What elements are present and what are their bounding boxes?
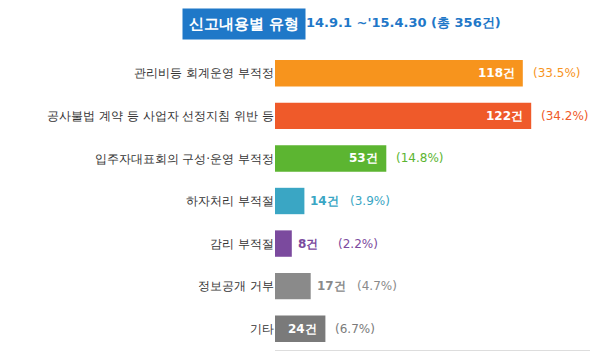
- svg-text:(4.7%): (4.7%): [357, 279, 397, 293]
- svg-text:'14.9.1 ~'15.4.30 (총 356건): '14.9.1 ~'15.4.30 (총 356건): [302, 15, 501, 30]
- svg-text:(34.2%): (34.2%): [541, 109, 588, 123]
- svg-text:관리비등 회계운영 부적정: 관리비등 회계운영 부적정: [134, 66, 274, 80]
- svg-text:8건: 8건: [298, 237, 318, 251]
- svg-text:53건: 53건: [349, 151, 378, 165]
- svg-text:122건: 122건: [486, 109, 523, 123]
- svg-text:공사불법 계약 등 사업자 선정지침 위반 등: 공사불법 계약 등 사업자 선정지침 위반 등: [47, 109, 274, 123]
- svg-text:신고내용별 유형: 신고내용별 유형: [189, 15, 299, 33]
- svg-text:24건: 24건: [288, 322, 317, 336]
- svg-text:(6.7%): (6.7%): [335, 322, 375, 336]
- svg-text:기타: 기타: [250, 322, 274, 336]
- svg-text:14건: 14건: [310, 194, 339, 208]
- svg-text:감리 부적절: 감리 부적절: [210, 237, 274, 251]
- svg-text:118건: 118건: [478, 66, 515, 80]
- svg-text:(2.2%): (2.2%): [338, 237, 378, 251]
- svg-text:17건: 17건: [317, 279, 346, 293]
- svg-text:정보공개 거부: 정보공개 거부: [198, 279, 274, 293]
- svg-text:(3.9%): (3.9%): [350, 194, 390, 208]
- svg-text:(33.5%): (33.5%): [533, 66, 580, 80]
- svg-text:입주자대표회의 구성·운영 부적정: 입주자대표회의 구성·운영 부적정: [95, 152, 274, 166]
- svg-text:하자처리 부적절: 하자처리 부적절: [186, 194, 274, 208]
- svg-text:(14.8%): (14.8%): [396, 151, 443, 165]
